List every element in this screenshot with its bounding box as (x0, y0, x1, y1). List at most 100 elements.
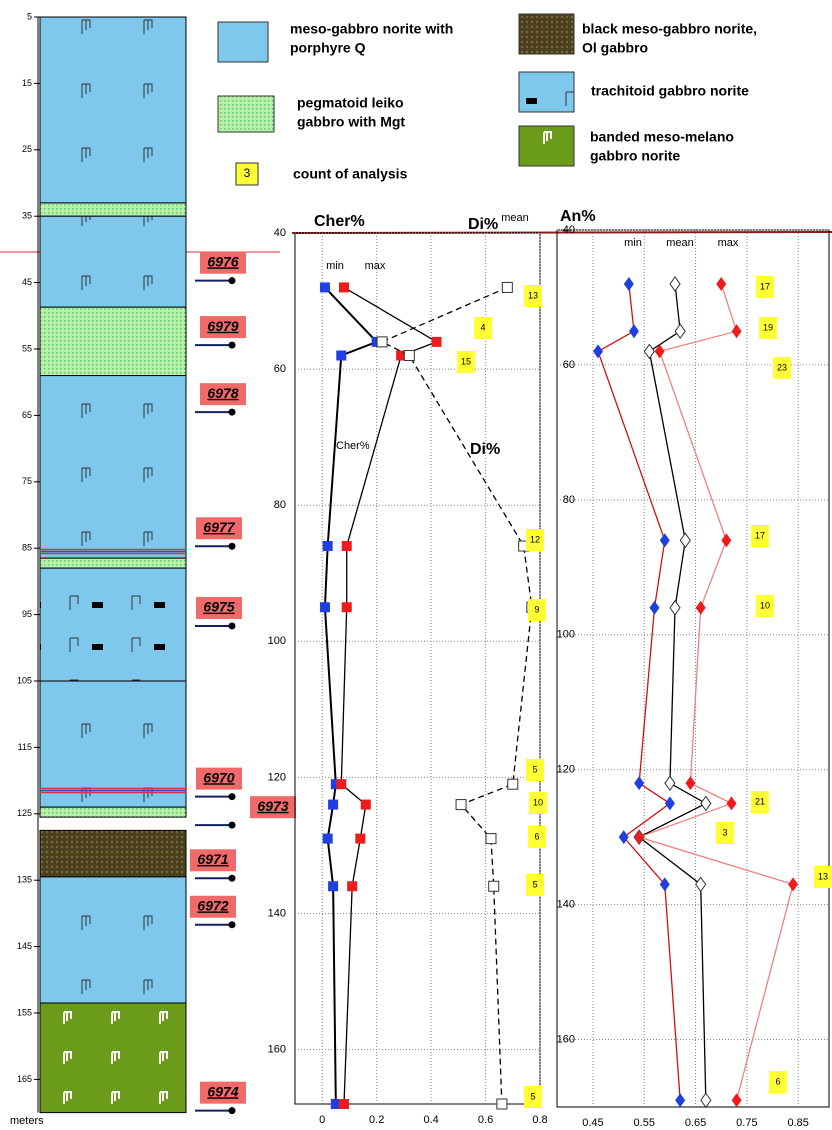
marker (339, 1099, 349, 1109)
sample-box (196, 596, 242, 619)
marker (328, 881, 339, 892)
marker (485, 833, 497, 845)
y-tick-label: 120 (268, 771, 286, 783)
count-box (528, 599, 546, 621)
marker (731, 324, 742, 339)
marker (336, 779, 347, 790)
count-box (526, 529, 544, 551)
count-box (524, 1086, 542, 1108)
series-name: min (326, 260, 344, 272)
legend-label: gabbro norite (590, 148, 680, 164)
layer (39, 375, 187, 559)
count-label: 19 (763, 322, 773, 332)
sample-dot (228, 622, 236, 630)
marker (341, 541, 352, 552)
marker (643, 343, 655, 360)
y-axis-label: meters (10, 1115, 44, 1127)
y-tick-label: 95 (22, 609, 32, 619)
layer (39, 680, 187, 808)
y-tick-label: 165 (17, 1074, 32, 1084)
legend-swatch (518, 125, 575, 167)
y-tick-label: 105 (17, 675, 32, 685)
count-label: 17 (755, 530, 765, 540)
x-tick-label: 0 (319, 1114, 325, 1126)
legend-swatch (518, 13, 575, 55)
marker (507, 778, 519, 790)
marker (685, 776, 696, 791)
y-tick-label: 35 (22, 211, 32, 221)
count-label: 6 (775, 1076, 780, 1086)
x-tick-label: 0.6 (478, 1114, 493, 1126)
marker (496, 1098, 508, 1110)
marker (654, 344, 665, 359)
sample-box (200, 383, 246, 406)
series-line (340, 286, 439, 1105)
marker (336, 350, 347, 361)
y-tick-label: 80 (274, 499, 286, 511)
layer (39, 306, 187, 377)
legend-label: meso-gabbro norite with (290, 21, 453, 37)
legend-label: porphyre Q (290, 40, 366, 56)
x-tick-label: 0.45 (582, 1117, 603, 1129)
sample-box (200, 251, 246, 274)
series-line (637, 283, 708, 1101)
series-line (637, 283, 794, 1101)
y-tick-label: 15 (22, 78, 32, 88)
count-label: 17 (760, 281, 770, 291)
sample-label: 6978 (207, 385, 238, 401)
sample-box (190, 895, 236, 918)
y-tick-label: 100 (268, 635, 286, 647)
marker (376, 336, 388, 348)
marker (319, 602, 330, 613)
y-tick-label: 135 (17, 875, 32, 885)
sample-dot (228, 542, 236, 550)
series-name: mean (666, 237, 694, 249)
count-box (526, 874, 544, 896)
marker (355, 833, 366, 844)
marker (669, 599, 681, 616)
marker (488, 880, 500, 892)
marker (788, 877, 799, 892)
count-label: 13 (818, 871, 828, 881)
legend-label: pegmatoid leiko (297, 95, 404, 111)
marker (726, 796, 737, 811)
series-line (323, 286, 379, 1105)
marker (501, 281, 513, 293)
count-box (716, 822, 734, 844)
series-line (597, 283, 681, 1101)
series-line (380, 286, 533, 1105)
marker (649, 600, 660, 615)
count-box (814, 866, 832, 888)
marker (664, 775, 676, 792)
layer (39, 806, 187, 818)
sample-dot (228, 408, 236, 416)
x-tick-label: 0.2 (369, 1114, 384, 1126)
marker (695, 876, 707, 893)
series-name: mean (501, 212, 529, 224)
marker (360, 799, 371, 810)
sample-label: 6975 (203, 599, 234, 615)
marker (716, 276, 727, 291)
count-box (756, 276, 774, 298)
series-name: max (718, 237, 739, 249)
layer (39, 202, 187, 217)
marker (731, 1093, 742, 1108)
layer (39, 1002, 187, 1114)
marker (634, 830, 645, 845)
count-box (526, 759, 544, 781)
legend-label: count of analysis (293, 166, 408, 182)
y-tick-label: 120 (557, 764, 575, 776)
marker (669, 276, 681, 292)
marker (674, 323, 686, 340)
marker (664, 796, 675, 811)
sample-dot (228, 277, 236, 285)
count-box (474, 317, 492, 339)
chart-title: An% (560, 208, 596, 225)
y-tick-label: 25 (22, 144, 32, 154)
chart-title: Di% (468, 216, 498, 233)
count-label: 12 (530, 534, 540, 544)
marker (721, 533, 732, 548)
marker (659, 877, 670, 892)
count-label: 5 (532, 764, 537, 774)
marker (700, 1092, 712, 1109)
